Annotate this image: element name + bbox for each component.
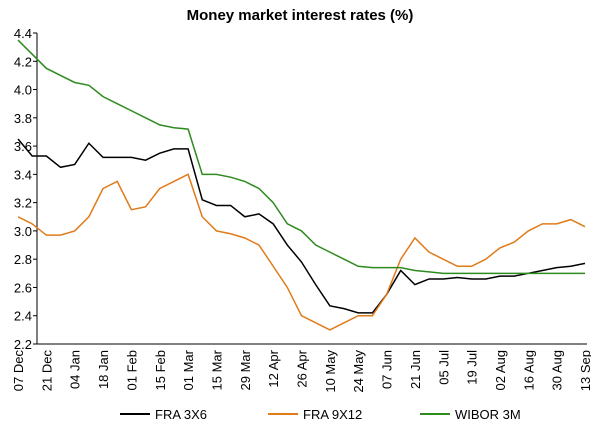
x-tick-label: 07 Dec <box>11 350 26 392</box>
x-tick-label: 29 Mar <box>238 349 253 390</box>
line-series <box>17 173 586 331</box>
x-tick-label: 10 May <box>323 350 338 393</box>
x-tick-label: 26 Apr <box>295 349 310 387</box>
y-tick-label: 3.2 <box>14 196 32 211</box>
legend-label: FRA 3X6 <box>155 407 207 422</box>
y-tick-label: 4.4 <box>14 26 32 41</box>
x-tick-label: 15 Mar <box>209 349 224 390</box>
x-tick-label: 21 Dec <box>39 350 54 392</box>
x-tick-label: 18 Jan <box>96 350 111 389</box>
x-tick-label: 05 Jul <box>436 350 451 385</box>
x-tick-label: 07 Jun <box>380 350 395 389</box>
x-tick-label: 01 Mar <box>181 349 196 390</box>
legend-label: WIBOR 3M <box>455 407 521 422</box>
legend-label: FRA 9X12 <box>303 407 362 422</box>
x-tick-label: 04 Jan <box>68 350 83 389</box>
chart-title: Money market interest rates (%) <box>187 7 414 24</box>
x-tick-label: 24 May <box>351 350 366 393</box>
x-tick-label: 19 Jul <box>465 350 480 385</box>
x-tick-label: 13 Sep <box>578 350 591 391</box>
line-series <box>17 138 586 314</box>
y-tick-label: 3.0 <box>14 224 32 239</box>
y-tick-label: 2.4 <box>14 309 32 324</box>
y-tick-label: 2.8 <box>14 252 32 267</box>
x-tick-label: 01 Feb <box>124 350 139 390</box>
x-tick-label: 16 Aug <box>521 350 536 391</box>
y-tick-label: 4.0 <box>14 83 32 98</box>
y-tick-label: 2.6 <box>14 280 32 295</box>
y-tick-label: 3.4 <box>14 167 32 182</box>
x-tick-label: 12 Apr <box>266 349 281 387</box>
x-tick-label: 15 Feb <box>153 350 168 390</box>
x-tick-label: 02 Aug <box>493 350 508 391</box>
y-tick-label: 2.2 <box>14 337 32 352</box>
line-series <box>17 39 585 275</box>
x-tick-label: 30 Aug <box>550 350 565 391</box>
y-tick-label: 3.8 <box>14 111 32 126</box>
x-tick-label: 21 Jun <box>408 350 423 389</box>
y-tick-label: 4.2 <box>14 54 32 69</box>
